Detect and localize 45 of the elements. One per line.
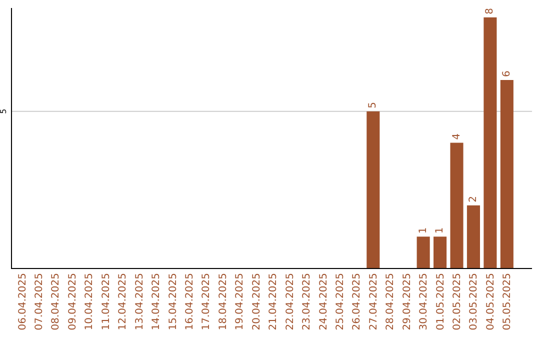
data-label: 6 xyxy=(501,70,512,78)
x-tick-label: 15.04.2025 xyxy=(168,273,179,330)
x-tick-label: 25.04.2025 xyxy=(334,273,346,330)
x-tick-label: 19.04.2025 xyxy=(234,273,246,330)
data-label: 1 xyxy=(418,227,429,234)
x-tick-label: 22.04.2025 xyxy=(284,273,296,330)
bar xyxy=(500,80,514,268)
data-label: 4 xyxy=(451,133,462,140)
ref-line-label: 5 xyxy=(0,108,8,114)
x-tick-label: 09.04.2025 xyxy=(67,273,78,330)
data-label: 8 xyxy=(484,8,496,14)
x-tick-label: 01.05.2025 xyxy=(435,273,446,330)
x-tick-label: 14.04.2025 xyxy=(151,273,162,330)
x-tick-label: 08.04.2025 xyxy=(50,273,62,330)
x-tick-label: 10.04.2025 xyxy=(84,273,96,330)
x-tick-label: 04.05.2025 xyxy=(485,273,496,330)
x-tick-label: 30.04.2025 xyxy=(418,273,430,330)
bar xyxy=(366,111,380,268)
bar xyxy=(434,236,447,268)
x-tick-label: 23.04.2025 xyxy=(302,273,313,330)
x-tick-label: 16.04.2025 xyxy=(184,273,196,330)
x-tick-label: 20.04.2025 xyxy=(251,273,262,330)
x-tick-label: 28.04.2025 xyxy=(385,273,396,330)
x-tick-label: 18.04.2025 xyxy=(218,273,229,330)
x-tick-label: 06.04.2025 xyxy=(17,273,28,330)
x-tick-label: 24.04.2025 xyxy=(318,273,330,330)
data-label: 2 xyxy=(468,196,479,202)
x-tick-label: 03.05.2025 xyxy=(468,273,480,330)
x-tick-label: 26.04.2025 xyxy=(352,273,363,330)
x-tick-label: 02.05.2025 xyxy=(452,273,464,330)
x-tick-label: 17.04.2025 xyxy=(201,273,212,330)
x-tick-label: 13.04.2025 xyxy=(134,273,146,330)
x-tick-label: 07.04.2025 xyxy=(34,273,45,330)
bar xyxy=(416,236,430,268)
bar xyxy=(466,205,480,268)
bar xyxy=(450,142,464,268)
x-tick-label: 12.04.2025 xyxy=(118,273,129,330)
x-tick-label: 05.05.2025 xyxy=(502,273,514,330)
x-tick-label: 29.04.2025 xyxy=(402,273,413,330)
x-tick-label: 27.04.2025 xyxy=(368,273,380,330)
data-label: 5 xyxy=(368,102,379,108)
data-label: 1 xyxy=(434,227,446,234)
bar xyxy=(484,17,497,268)
x-tick-label: 21.04.2025 xyxy=(268,273,280,330)
x-tick-label: 11.04.2025 xyxy=(100,273,112,330)
